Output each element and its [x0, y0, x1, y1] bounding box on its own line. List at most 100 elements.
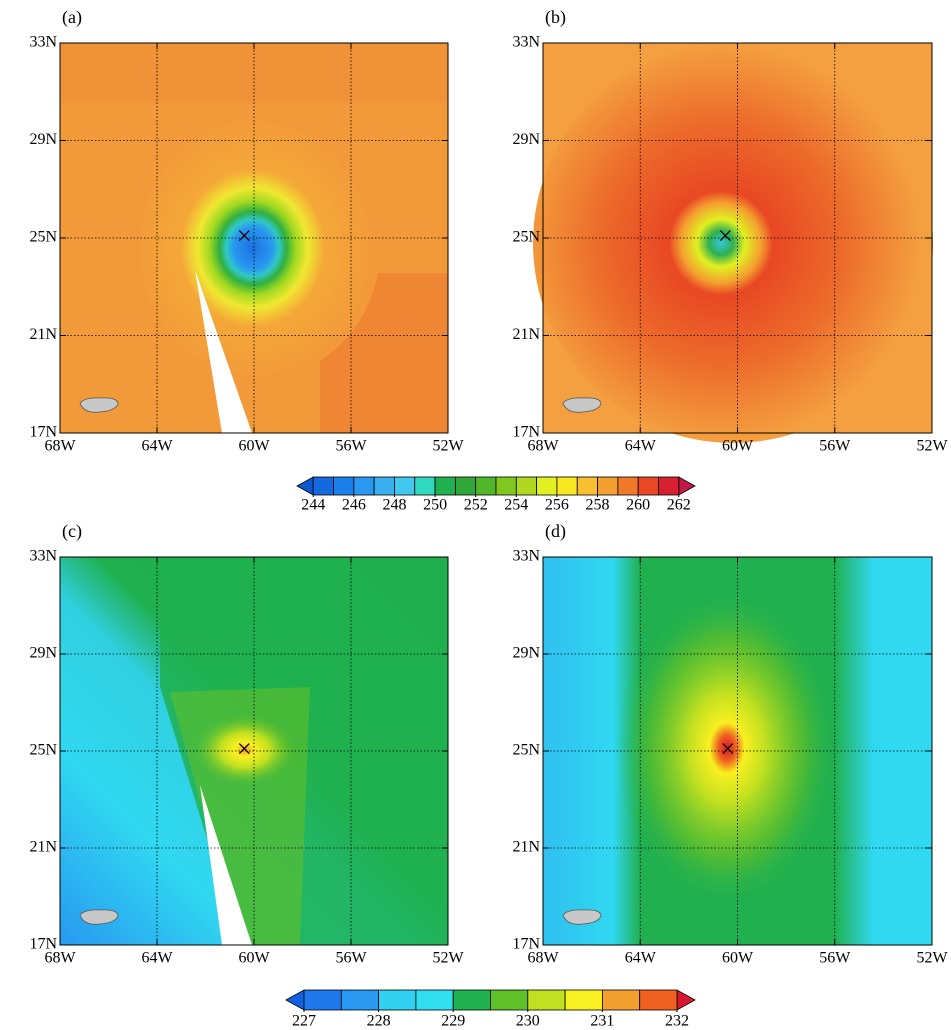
x-tick-label: 64W	[141, 438, 173, 455]
colorbar-box	[639, 989, 678, 1011]
y-tick-label: 17N	[29, 424, 57, 441]
y-tick-label: 17N	[512, 424, 540, 441]
colorbar-box	[353, 476, 375, 496]
colorbar-label: 232	[665, 1013, 689, 1030]
colorbar-label: 246	[342, 497, 366, 514]
y-tick-label: 33N	[512, 548, 540, 565]
x-tick-label: 56W	[819, 438, 851, 455]
panel-frame	[542, 556, 933, 946]
x-tick-label: 56W	[335, 438, 367, 455]
colorbar-end	[676, 989, 696, 1011]
x-tick-label: 60W	[238, 438, 270, 455]
colorbar-label: 244	[301, 497, 325, 514]
x-tick-label: 68W	[527, 438, 559, 455]
colorbar-end	[296, 476, 314, 496]
x-tick-label: 68W	[44, 950, 76, 967]
y-tick-label: 25N	[29, 229, 57, 246]
x-tick-label: 52W	[432, 438, 464, 455]
colorbar-label: 258	[586, 497, 610, 514]
colorbar-box	[394, 476, 416, 496]
x-tick-label: 52W	[432, 950, 464, 967]
colorbar-box	[637, 476, 659, 496]
x-tick-label: 64W	[141, 950, 173, 967]
panel-frame	[59, 42, 449, 434]
panel-frame	[542, 42, 933, 434]
y-tick-label: 17N	[512, 936, 540, 953]
colorbar-box	[564, 989, 603, 1011]
x-tick-label: 60W	[238, 950, 270, 967]
x-tick-label: 52W	[916, 438, 948, 455]
storm-center	[722, 743, 734, 755]
x-tick-label: 60W	[722, 438, 754, 455]
colorbar-box	[452, 989, 491, 1011]
y-tick-label: 33N	[29, 548, 57, 565]
x-tick-label: 56W	[335, 950, 367, 967]
y-tick-label: 29N	[512, 645, 540, 662]
x-tick-label: 68W	[44, 438, 76, 455]
colorbar-label: 228	[367, 1013, 391, 1030]
y-tick-label: 25N	[512, 229, 540, 246]
panel-label: (b)	[545, 7, 566, 28]
colorbar-box	[475, 476, 497, 496]
colorbar-box	[597, 476, 619, 496]
colorbar-box	[333, 476, 355, 496]
colorbar-label: 230	[516, 1013, 540, 1030]
colorbar-box	[303, 989, 342, 1011]
x-tick-label: 68W	[527, 950, 559, 967]
colorbar-box	[617, 476, 639, 496]
y-tick-label: 21N	[29, 839, 57, 856]
panel-label: (c)	[62, 521, 82, 542]
colorbar-label: 250	[423, 497, 447, 514]
colorbar-box	[340, 989, 379, 1011]
storm-center	[238, 230, 250, 242]
y-tick-label: 29N	[512, 131, 540, 148]
panel-frame	[59, 556, 449, 946]
storm-center	[719, 230, 731, 242]
panel-label: (a)	[62, 7, 82, 28]
colorbar-box	[434, 476, 456, 496]
colorbar-label: 260	[626, 497, 650, 514]
colorbar-label: 256	[545, 497, 569, 514]
colorbar-box	[515, 476, 538, 496]
y-tick-label: 21N	[29, 326, 57, 343]
colorbar-end	[285, 989, 305, 1011]
colorbar-label: 227	[292, 1013, 316, 1030]
y-tick-label: 29N	[29, 645, 57, 662]
colorbar-box	[536, 476, 558, 496]
colorbar-box	[658, 476, 680, 496]
colorbar-label: 254	[504, 497, 528, 514]
colorbar-box	[602, 989, 641, 1011]
y-tick-label: 29N	[29, 131, 57, 148]
colorbar-label: 231	[590, 1013, 614, 1030]
colorbar-box	[556, 476, 578, 496]
colorbar-box	[373, 476, 395, 496]
y-tick-label: 33N	[512, 34, 540, 51]
y-tick-label: 21N	[512, 326, 540, 343]
y-tick-label: 17N	[29, 936, 57, 953]
colorbar-box	[312, 476, 334, 496]
colorbar-box	[414, 476, 436, 496]
x-tick-label: 64W	[625, 438, 657, 455]
colorbar-box	[415, 989, 454, 1011]
colorbar-label: 229	[441, 1013, 465, 1030]
x-tick-label: 52W	[916, 950, 948, 967]
y-tick-label: 33N	[29, 34, 57, 51]
x-tick-label: 64W	[625, 950, 657, 967]
colorbar-label: 252	[464, 497, 488, 514]
colorbar-box	[495, 476, 517, 496]
storm-center	[238, 743, 250, 755]
x-tick-label: 60W	[722, 950, 754, 967]
colorbar-label: 262	[667, 497, 691, 514]
y-tick-label: 25N	[29, 742, 57, 759]
colorbar-box	[378, 989, 417, 1011]
colorbar-box	[527, 989, 566, 1011]
colorbar-box	[576, 476, 598, 496]
panel-label: (d)	[545, 521, 566, 542]
field-b	[533, 43, 933, 443]
y-tick-label: 25N	[512, 742, 540, 759]
y-tick-label: 21N	[512, 839, 540, 856]
colorbar-end	[678, 476, 696, 496]
x-tick-label: 56W	[819, 950, 851, 967]
colorbar-label: 248	[382, 497, 406, 514]
